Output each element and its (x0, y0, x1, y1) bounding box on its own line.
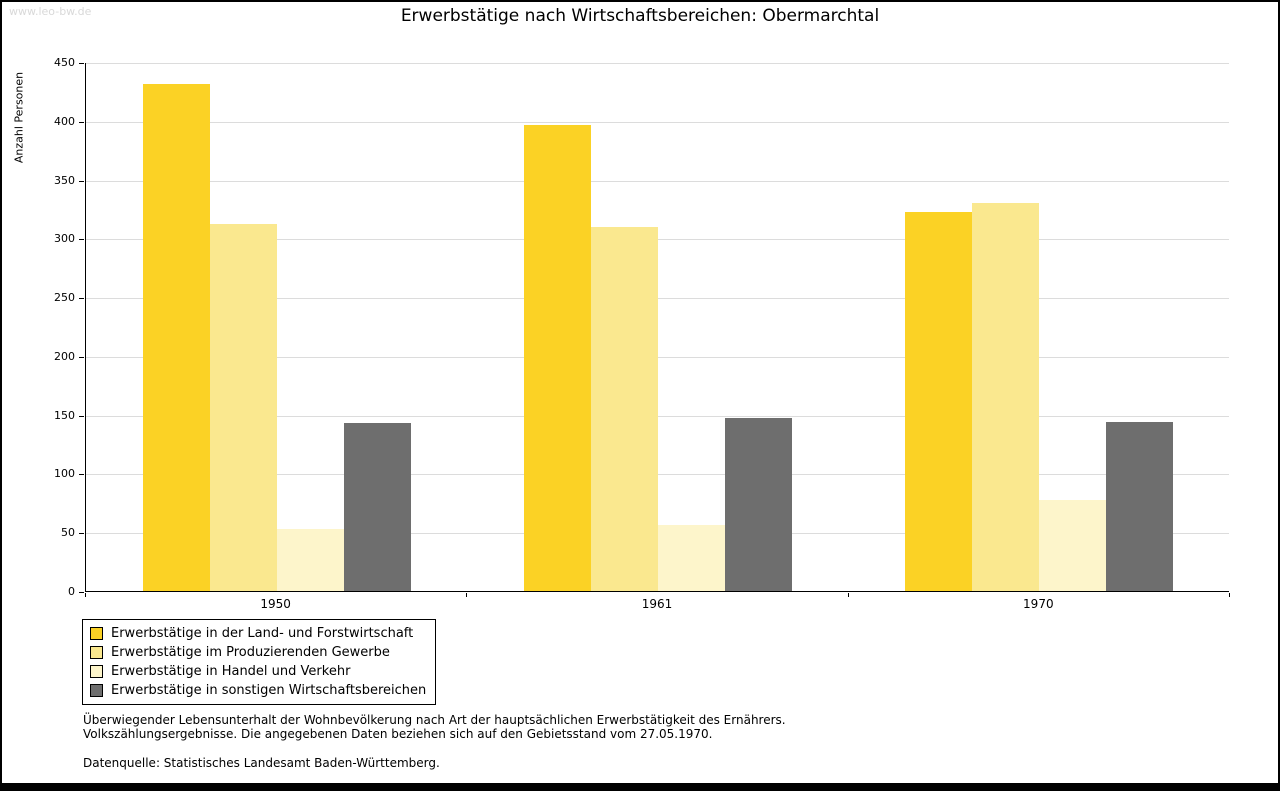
chart-title: Erwerbstätige nach Wirtschaftsbereichen:… (400, 6, 880, 26)
y-tick-label: 0 (68, 585, 75, 598)
data-source: Datenquelle: Statistisches Landesamt Bad… (83, 756, 440, 770)
bar-1970-series-4 (1106, 421, 1174, 591)
y-tick-mark (79, 298, 84, 300)
legend-swatch (90, 627, 103, 640)
bar-1961-series-3 (658, 525, 725, 591)
footnote-line-2: Volkszählungsergebnisse. Die angegebenen… (83, 727, 713, 741)
legend: Erwerbstätige in der Land- und Forstwirt… (82, 619, 437, 705)
y-tick-label: 450 (54, 56, 75, 69)
bar-1970-series-1 (905, 212, 973, 591)
x-axis-label: 1970 (1023, 597, 1054, 611)
gridline (86, 180, 1229, 182)
x-tick-mark (847, 593, 849, 597)
bar-1961-series-1 (524, 125, 591, 591)
y-tick-mark (79, 592, 84, 593)
gridline (86, 121, 1229, 123)
y-tick-mark (79, 180, 84, 182)
gridline (86, 63, 1229, 64)
legend-swatch (90, 684, 103, 697)
y-tick-mark (79, 121, 84, 123)
legend-swatch (90, 646, 103, 659)
x-axis-labels: 1950 1961 1970 (85, 597, 1229, 613)
plot-area (85, 63, 1229, 592)
bar-1950-series-4 (343, 422, 411, 591)
y-tick-label: 150 (54, 408, 75, 422)
y-tick-mark (79, 63, 84, 64)
x-axis-label: 1961 (641, 597, 673, 611)
bar-1950-series-2 (209, 224, 277, 591)
y-tick-mark (79, 474, 84, 476)
y-axis: 0 50 100 150 200 250 300 350 400 450 (2, 57, 85, 598)
y-tick-mark (79, 533, 84, 535)
y-tick-label: 350 (54, 173, 75, 187)
y-tick-mark (79, 415, 84, 417)
bar-1950-series-1 (142, 84, 210, 591)
legend-item: Erwerbstätige in sonstigen Wirtschaftsbe… (90, 681, 426, 700)
legend-item: Erwerbstätige im Produzierenden Gewerbe (90, 643, 426, 662)
footnotes: Überwiegender Lebensunterhalt der Wohnbe… (83, 713, 786, 770)
bar-1961-series-4 (725, 418, 792, 591)
bar-1970-series-3 (1039, 500, 1107, 591)
x-axis-label: 1950 (260, 597, 291, 611)
legend-item: Erwerbstätige in der Land- und Forstwirt… (90, 624, 426, 643)
bar-1961-series-2 (591, 226, 658, 591)
y-tick-label: 250 (54, 291, 75, 305)
legend-item: Erwerbstätige in Handel und Verkehr (90, 662, 426, 681)
footnote-line-1: Überwiegender Lebensunterhalt der Wohnbe… (83, 713, 786, 727)
legend-swatch (90, 665, 103, 678)
y-tick-label: 50 (61, 526, 75, 540)
y-tick-label: 400 (54, 114, 75, 128)
y-tick-mark (79, 239, 84, 241)
x-tick-mark (85, 593, 86, 597)
x-tick-mark (1229, 593, 1230, 597)
y-tick-mark (79, 356, 84, 358)
bar-1950-series-3 (276, 528, 344, 591)
legend-label: Erwerbstätige in Handel und Verkehr (111, 664, 351, 679)
legend-label: Erwerbstätige in der Land- und Forstwirt… (111, 626, 414, 641)
watermark: www.leo-bw.de (9, 5, 92, 18)
legend-label: Erwerbstätige im Produzierenden Gewerbe (111, 645, 390, 660)
y-tick-label: 100 (54, 467, 75, 481)
y-tick-label: 300 (54, 232, 75, 246)
x-tick-mark (466, 593, 468, 597)
bar-1970-series-2 (972, 203, 1040, 591)
x-axis-ticks (85, 593, 1230, 598)
legend-label: Erwerbstätige in sonstigen Wirtschaftsbe… (111, 683, 427, 698)
y-tick-label: 200 (54, 349, 75, 363)
